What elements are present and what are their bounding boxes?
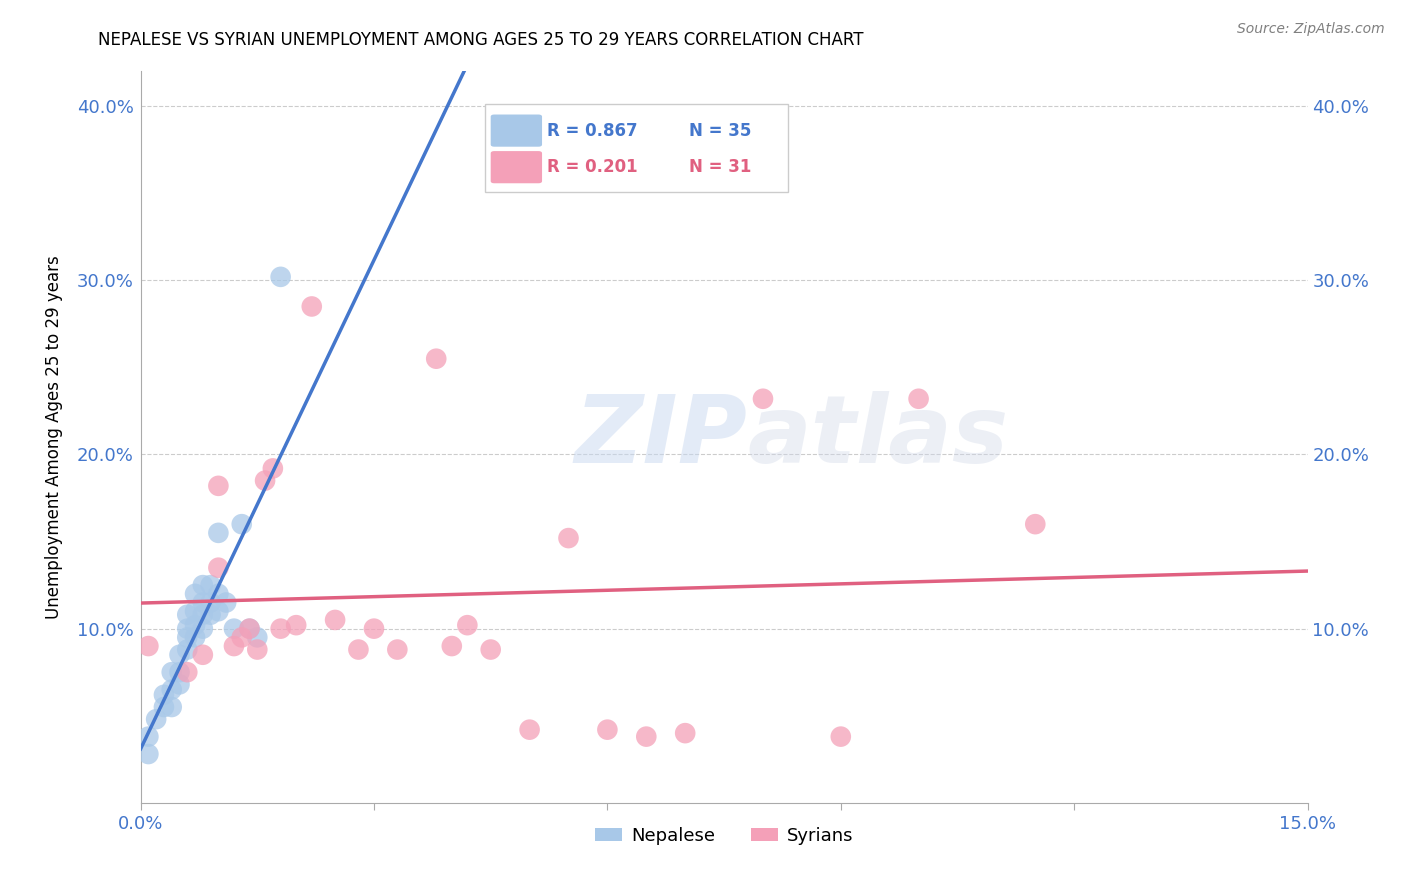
Text: R = 0.201: R = 0.201 [547, 158, 637, 177]
Point [191, 595, 214, 609]
Point [207, 525, 229, 540]
FancyBboxPatch shape [491, 114, 543, 146]
Text: R = 0.867: R = 0.867 [547, 121, 637, 140]
Point [557, 531, 579, 545]
Point [270, 622, 292, 636]
Point [191, 578, 214, 592]
Point [456, 618, 478, 632]
Point [169, 665, 191, 680]
Point [285, 618, 308, 632]
Point [387, 642, 409, 657]
Point [191, 648, 214, 662]
Point [246, 631, 269, 645]
Y-axis label: Unemployment Among Ages 25 to 29 years: Unemployment Among Ages 25 to 29 years [45, 255, 63, 619]
Point [262, 461, 284, 475]
Point [519, 723, 541, 737]
FancyBboxPatch shape [485, 104, 789, 192]
Point [207, 587, 229, 601]
Point [301, 300, 323, 314]
Point [138, 747, 160, 761]
Point [200, 595, 222, 609]
Text: N = 35: N = 35 [689, 121, 751, 140]
Point [138, 730, 160, 744]
Point [184, 587, 207, 601]
Text: N = 31: N = 31 [689, 158, 751, 177]
Point [145, 712, 167, 726]
Point [636, 730, 658, 744]
Point [479, 642, 502, 657]
Point [323, 613, 346, 627]
Point [200, 607, 222, 622]
Text: ZIP: ZIP [575, 391, 748, 483]
Point [169, 677, 191, 691]
Point [153, 688, 176, 702]
Point [254, 474, 277, 488]
Point [184, 604, 207, 618]
Point [425, 351, 447, 366]
Point [596, 723, 619, 737]
Point [160, 682, 183, 697]
Point [207, 604, 229, 618]
Point [347, 642, 370, 657]
Point [907, 392, 929, 406]
Point [752, 392, 775, 406]
Text: NEPALESE VS SYRIAN UNEMPLOYMENT AMONG AGES 25 TO 29 YEARS CORRELATION CHART: NEPALESE VS SYRIAN UNEMPLOYMENT AMONG AG… [98, 31, 863, 49]
Point [231, 631, 253, 645]
Point [153, 700, 176, 714]
Point [270, 269, 292, 284]
Point [191, 622, 214, 636]
Point [176, 665, 198, 680]
Point [184, 631, 207, 645]
Point [176, 607, 198, 622]
Point [1024, 517, 1046, 532]
Point [191, 607, 214, 622]
Point [830, 730, 852, 744]
Point [176, 631, 198, 645]
Text: atlas: atlas [748, 391, 1008, 483]
FancyBboxPatch shape [491, 151, 543, 183]
Point [176, 642, 198, 657]
Point [238, 622, 260, 636]
Legend: Nepalese, Syrians: Nepalese, Syrians [588, 820, 860, 852]
Point [176, 622, 198, 636]
Point [138, 639, 160, 653]
Point [231, 517, 253, 532]
Point [673, 726, 696, 740]
Point [207, 560, 229, 574]
Point [238, 622, 260, 636]
Point [184, 618, 207, 632]
Point [363, 622, 385, 636]
Point [215, 595, 238, 609]
Point [200, 578, 222, 592]
Point [440, 639, 463, 653]
Point [246, 642, 269, 657]
Point [160, 700, 183, 714]
Point [207, 479, 229, 493]
Text: Source: ZipAtlas.com: Source: ZipAtlas.com [1237, 22, 1385, 37]
Point [222, 622, 245, 636]
Point [169, 648, 191, 662]
Point [160, 665, 183, 680]
Point [222, 639, 245, 653]
